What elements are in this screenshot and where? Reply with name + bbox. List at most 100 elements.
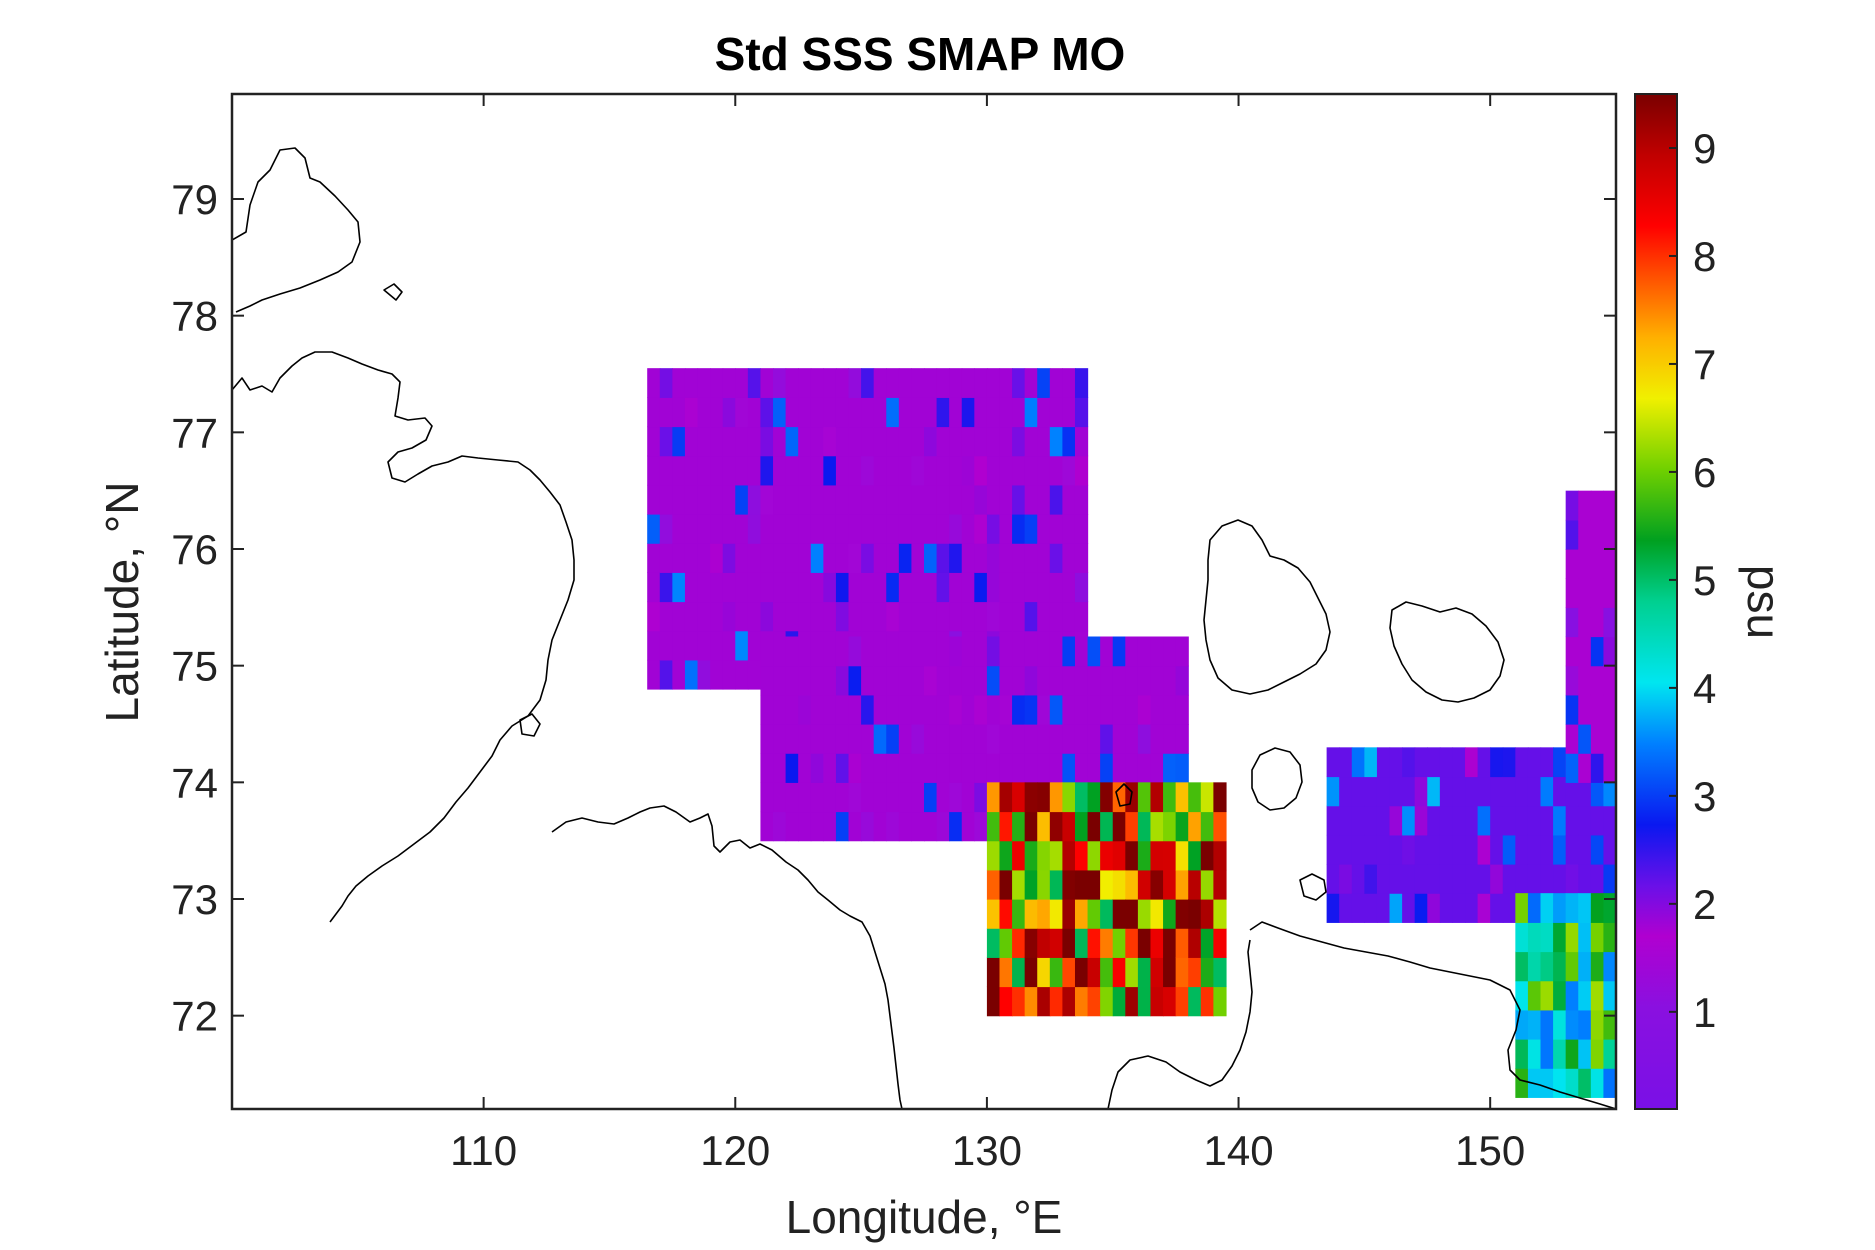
coastline-kotelny	[1203, 519, 1331, 695]
std-cell	[1326, 805, 1340, 836]
std-cell	[974, 601, 988, 632]
std-cell	[1012, 543, 1026, 573]
std-cell	[1037, 601, 1051, 632]
std-cell	[949, 724, 963, 754]
std-cell	[1062, 753, 1076, 783]
std-cell	[1037, 636, 1051, 667]
std-cell	[684, 368, 699, 398]
std-cell	[1049, 753, 1063, 783]
std-cell	[823, 514, 837, 544]
std-cell	[647, 601, 661, 632]
std-cell	[760, 636, 774, 667]
std-cell	[886, 426, 900, 457]
std-cell	[1540, 980, 1554, 1011]
std-cell	[974, 636, 988, 667]
std-cell	[861, 782, 875, 813]
std-cell	[1565, 490, 1579, 521]
std-cell	[735, 514, 749, 544]
std-cell	[1603, 1009, 1616, 1040]
std-cell	[1578, 753, 1592, 783]
std-cell	[1565, 519, 1579, 550]
std-cell	[1074, 899, 1089, 929]
std-cell	[861, 724, 875, 754]
std-cell	[961, 665, 975, 696]
std-cell	[911, 426, 925, 457]
std-cell	[1439, 776, 1454, 807]
std-cell	[924, 724, 938, 754]
std-cell	[848, 694, 862, 725]
std-cell	[722, 397, 736, 428]
std-cell	[1565, 1009, 1579, 1040]
std-cell	[1603, 776, 1616, 807]
std-cell	[898, 455, 913, 486]
std-cell	[823, 811, 837, 842]
std-cell	[785, 636, 799, 667]
std-cell	[886, 543, 900, 573]
std-cell	[647, 426, 661, 457]
std-cell	[1339, 776, 1353, 807]
std-cell	[1100, 753, 1114, 783]
std-cell	[1175, 869, 1189, 900]
std-cell	[1339, 864, 1353, 894]
std-cell	[760, 484, 774, 515]
std-cell	[1465, 893, 1479, 923]
std-cell	[1087, 782, 1101, 813]
std-cell	[1049, 572, 1063, 603]
std-cell	[798, 694, 812, 725]
std-cell	[798, 543, 812, 573]
std-cell	[1062, 899, 1076, 929]
std-cell	[760, 665, 774, 696]
std-cell	[986, 397, 1001, 428]
std-cell	[1540, 951, 1554, 982]
std-cell	[1326, 747, 1340, 778]
std-cell	[697, 484, 711, 515]
std-cell	[848, 426, 862, 457]
std-cell	[1100, 724, 1114, 754]
std-cell	[1553, 893, 1567, 923]
std-cell	[924, 484, 938, 515]
std-cell	[710, 426, 724, 457]
std-cell	[986, 601, 1001, 632]
std-cell	[1213, 899, 1227, 929]
std-cell	[773, 397, 787, 428]
coastline-islet-2	[1115, 783, 1133, 807]
std-cell	[1565, 893, 1579, 923]
std-cell	[1112, 753, 1126, 783]
std-cell	[1603, 805, 1616, 836]
std-cell	[1603, 864, 1616, 894]
std-cell	[999, 601, 1013, 632]
std-cell	[747, 484, 762, 515]
std-cell	[1364, 805, 1378, 836]
std-cell	[1200, 811, 1214, 842]
std-cell	[1125, 899, 1139, 929]
std-cell	[1553, 776, 1567, 807]
std-cell	[1326, 776, 1340, 807]
std-cell	[1339, 834, 1353, 865]
std-cell	[672, 397, 686, 428]
std-cell	[1578, 1009, 1592, 1040]
std-cell	[710, 572, 724, 603]
std-cell	[1012, 753, 1026, 783]
std-cell	[1565, 665, 1579, 696]
std-cell	[722, 572, 736, 603]
std-cell	[1087, 899, 1101, 929]
std-cell	[710, 368, 724, 398]
std-cell	[848, 782, 862, 813]
std-cell	[1603, 519, 1616, 550]
std-cell	[1125, 665, 1139, 696]
std-cell	[1502, 864, 1516, 894]
std-cell	[672, 630, 686, 661]
std-cell	[835, 426, 850, 457]
std-cell	[1590, 724, 1605, 754]
std-cell	[1389, 776, 1403, 807]
std-cell	[647, 484, 661, 515]
std-cell	[785, 665, 799, 696]
std-cell	[760, 694, 774, 725]
std-cell	[684, 484, 699, 515]
std-cell	[1603, 922, 1616, 953]
std-cell	[823, 455, 837, 486]
std-cell	[1137, 957, 1152, 988]
std-cell	[1578, 1068, 1592, 1098]
coastline-new-siberia	[1389, 601, 1505, 703]
coastline-taimyr	[232, 147, 361, 313]
